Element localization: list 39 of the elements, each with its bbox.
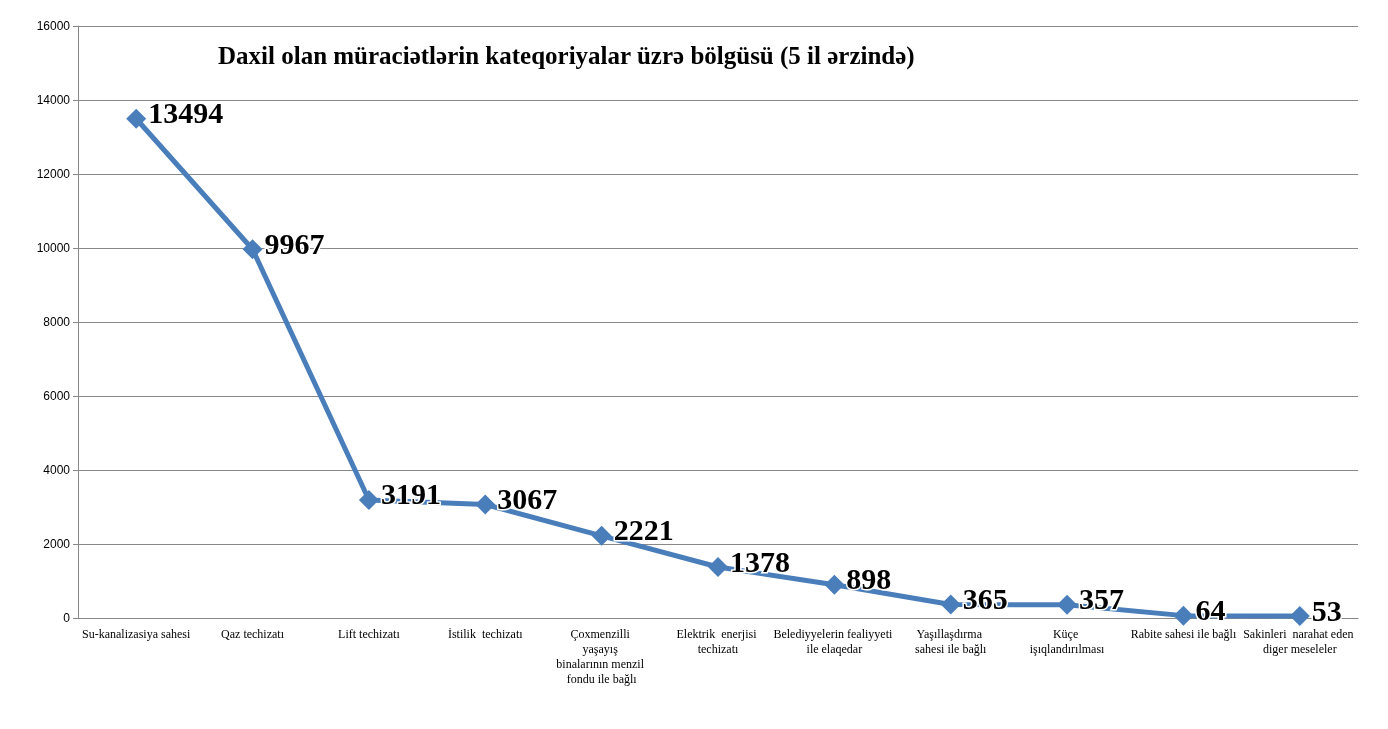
point	[708, 557, 728, 578]
x-tick-label: Rabite sahesi ile bağlı	[1130, 626, 1237, 641]
point	[475, 494, 496, 515]
y-tick-label: 4000	[43, 463, 71, 477]
x-tick-label: Lift techizatı	[338, 626, 401, 641]
data-label: 9967	[264, 226, 325, 260]
x-tick-label: Belediyyelerin fealiyyeti ile elaqedar	[773, 626, 896, 656]
y-tick-label: 8000	[43, 315, 71, 329]
point	[1289, 606, 1310, 627]
data-label: 2221	[613, 513, 674, 547]
x-tick-label: Yaşıllaşdırma sahesi ile bağlı	[915, 626, 988, 656]
point	[242, 239, 263, 260]
y-tick-label: 12000	[36, 167, 71, 181]
y-tick-label: 14000	[36, 93, 71, 107]
point	[591, 525, 612, 546]
point	[940, 594, 961, 615]
x-tick-label: Sakinleri narahat eden diger meseleler	[1243, 626, 1357, 656]
text: Daxil olan müraciətlərin kateqoriyalar üzrə bölgüsü (5 il ərzində)	[218, 42, 915, 70]
y-tick-label: 16000	[36, 19, 71, 33]
x-tick-label: Elektrik enerjisi techizatı	[676, 626, 760, 656]
y-tick-label: 0	[63, 611, 71, 625]
x-tick-label: Küçe işıqlandırılması	[1029, 626, 1106, 656]
data-label: 13494	[148, 96, 224, 130]
point	[1173, 605, 1194, 626]
point	[126, 108, 147, 129]
point	[1057, 594, 1078, 615]
data-label: 1378	[730, 544, 790, 578]
data-label: 53	[1311, 593, 1342, 627]
point	[358, 489, 379, 510]
data-label: 898	[846, 562, 892, 596]
x-tick-label: İstilik techizatı	[447, 626, 524, 641]
y-tick-label: 10000	[36, 241, 71, 255]
y-tick-label: 6000	[43, 389, 71, 403]
x-tick-label: Qaz techizatı	[221, 626, 285, 641]
data-label: 3067	[497, 482, 558, 516]
point	[824, 574, 845, 595]
y-tick-label: 2000	[43, 537, 71, 551]
x-tick-label: Su-kanalizasiya sahesi	[82, 626, 191, 641]
x-tick-label: Çoxmenzilli yaşayış binalarının menzil fondu ile bağlı	[556, 626, 647, 686]
